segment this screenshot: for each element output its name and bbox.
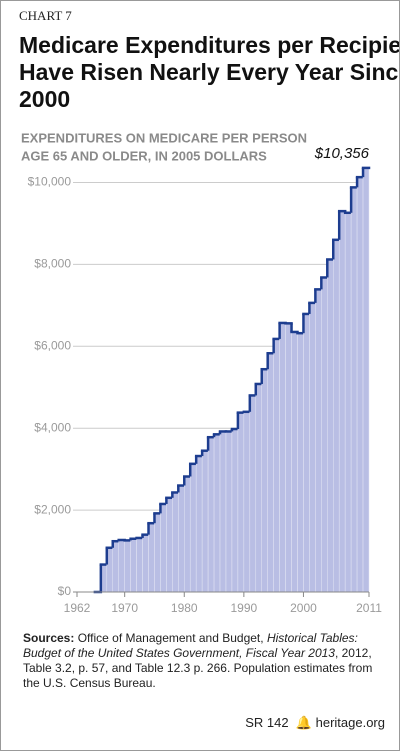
area-step [178,485,185,593]
area-step [279,322,286,593]
area-step [356,176,364,593]
area-step [189,463,197,593]
area-step [130,538,137,593]
area-step [350,187,358,593]
area-step [237,412,245,593]
area-step [219,431,227,593]
area-step [273,338,280,593]
report-id: SR 142 [245,715,289,730]
area-step [207,436,215,593]
area-step [213,434,221,593]
area-step [267,352,274,593]
area-step [297,332,304,593]
title-line: Medicare Expenditures per Recipient [19,32,399,58]
chart: CHART 7 Medicare Expenditures per Recipi… [19,8,399,615]
area-step [136,537,143,593]
y-tick-label: $4,000 [34,420,71,434]
title-line: 2000 [19,86,70,112]
area-step [160,503,167,593]
area-step [362,167,370,593]
x-tick-label: 1970 [111,601,138,615]
area-step [184,476,191,593]
subtitle-line: AGE 65 AND OLDER, IN 2005 DOLLARS [21,148,267,163]
area-step [118,539,125,593]
value-label: $10,356 [314,145,370,162]
area-step [332,239,340,593]
area-step [124,540,131,593]
area-step [166,497,173,593]
area-step [154,513,161,593]
area-step [291,331,298,593]
area-step [172,492,179,593]
area-step [344,212,352,593]
sources-text: Office of Management and Budget, [77,631,264,645]
y-tick-label: $8,000 [34,257,71,271]
area-step [285,323,292,593]
sources-text: , 2012, Table 3.2, p. 57, and Table 12.3… [23,646,373,690]
y-tick-label: $2,000 [34,502,71,516]
y-tick-label: $10,000 [28,175,72,189]
x-tick-label: 2011 [356,601,382,615]
x-tick-label: 1980 [171,601,198,615]
area-step [303,313,310,593]
area-step [309,302,316,593]
area-step [231,428,239,593]
sources-title: Historical Tables: Budget of the United … [23,631,358,660]
area-step [315,289,322,593]
sources-label: Sources: [23,631,75,645]
sources: Sources: Office of Management and Budget… [23,631,383,691]
area-step [261,368,268,593]
area-step [195,455,203,593]
area-step [225,431,233,593]
area-step [327,259,334,593]
footer: SR 142 🔔 heritage.org [245,715,385,730]
site: heritage.org [315,715,385,730]
x-tick-label: 1990 [231,601,258,615]
area-step [243,411,251,593]
area-step [112,540,119,593]
x-tick-label: 2000 [290,601,317,615]
area-step [255,383,262,593]
y-tick-label: $6,000 [34,338,71,352]
area-step [321,277,328,593]
area-step [142,534,149,593]
y-tick-label: $0 [58,584,72,598]
x-tick-label: 1962 [64,601,91,615]
subtitle-line: EXPENDITURES ON MEDICARE PER PERSON [21,130,307,145]
area-step [201,450,209,593]
title-line: Have Risen Nearly Every Year Since [19,59,399,85]
area-step [249,395,257,593]
kicker: CHART 7 [19,8,72,23]
area-step [338,210,346,593]
